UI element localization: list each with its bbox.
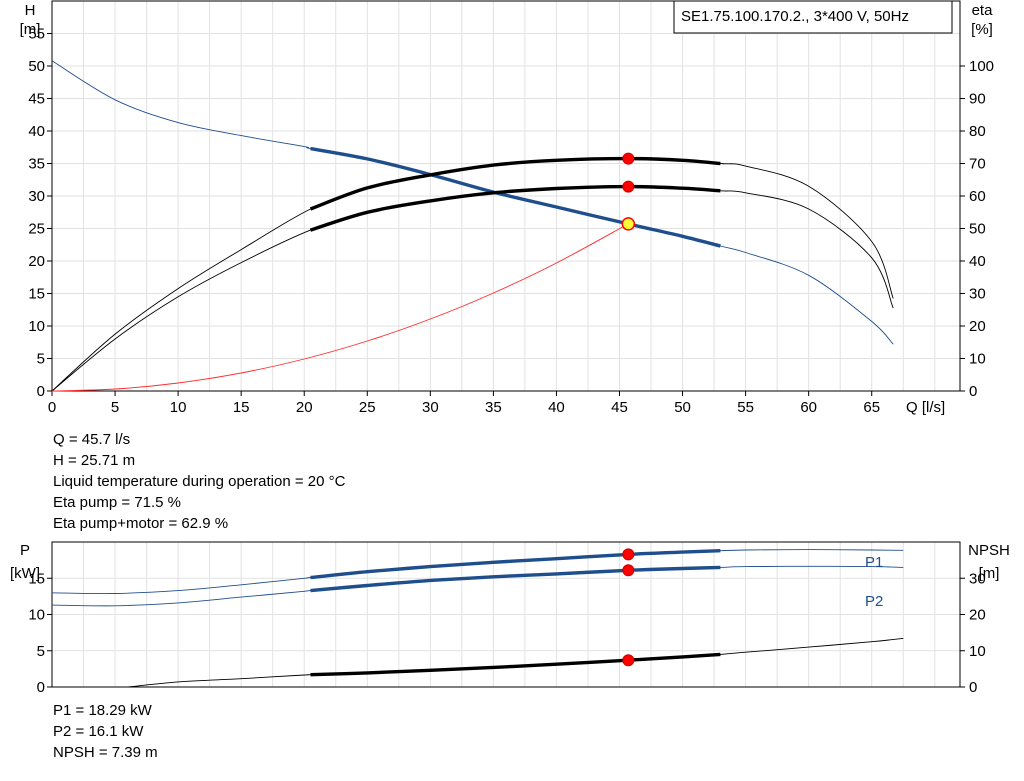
right-tick-label: 0: [969, 383, 977, 400]
left-tick-label: 40: [28, 123, 45, 140]
x-tick-label: 20: [296, 399, 313, 416]
info-p1: P1 = 18.29 kW: [53, 702, 152, 719]
series-operating-range: [310, 565, 721, 593]
right-tick-label: 100: [969, 58, 994, 75]
p1-operating-point: [622, 548, 635, 561]
series-system-curve: [51, 223, 629, 392]
right-tick-label: 80: [969, 123, 986, 140]
right-axis-ticks: 0 10 20 30 40 50 60 70 80 90 100: [960, 58, 994, 400]
left-tick-label: 5: [37, 351, 45, 368]
left-tick-label: 15: [28, 570, 45, 587]
right-axis-label: NPSH: [968, 542, 1010, 559]
right-tick-label: 10: [969, 351, 986, 368]
title-frame: [673, 0, 953, 34]
info-eta-pump: Eta pump = 71.5 %: [53, 494, 181, 511]
left-tick-label: 55: [28, 26, 45, 43]
right-tick-label: 20: [969, 318, 986, 335]
info-q: Q = 45.7 l/s: [53, 431, 131, 448]
left-tick-label: 45: [28, 91, 45, 108]
info-p2: P2 = 16.1 kW: [53, 723, 144, 740]
head-efficiency-chart: 0510152025303540455055010203040506070809…: [20, 0, 994, 416]
x-tick-label: 35: [485, 399, 502, 416]
right-tick-label: 60: [969, 188, 986, 205]
x-tick-label: 5: [111, 399, 119, 416]
info-liquid-temperature: Liquid temperature during operation = 20…: [53, 473, 346, 490]
right-axis-unit: [m]: [979, 565, 1000, 582]
series-p2: [51, 565, 904, 607]
duty-point-marker: [621, 217, 636, 231]
chart-title-box: SE1.75.100.170.2., 3*400 V, 50Hz: [673, 0, 953, 34]
series-operating-range: [309, 156, 721, 211]
series-label-p2: P2: [865, 593, 883, 610]
info-h: H = 25.71 m: [53, 452, 136, 469]
right-axis-ticks: 0 10 20 30: [960, 570, 986, 696]
x-tick-label: 45: [611, 399, 628, 416]
x-tick-label: 65: [863, 399, 880, 416]
right-tick-label: 10: [969, 643, 986, 660]
power-npsh-chart: 0 5 10 15 0 10 20 30 P [kW] NPSH [m] P1 P2: [10, 541, 1010, 696]
x-tick-label: 50: [674, 399, 691, 416]
series-operating-range: [310, 652, 721, 677]
series-line: [51, 223, 629, 392]
left-tick-label: 10: [28, 607, 45, 624]
x-tick-label: 40: [548, 399, 565, 416]
x-tick-label: 0: [48, 399, 56, 416]
series-eta-pump: [51, 156, 894, 392]
x-tick-label: 60: [800, 399, 817, 416]
right-tick-label: 20: [969, 607, 986, 624]
npsh-operating-point: [622, 654, 635, 667]
left-tick-label: 20: [28, 253, 45, 270]
x-tick-label: 15: [233, 399, 250, 416]
p2-operating-point: [622, 564, 635, 577]
eta-pump-motor-operating-point: [622, 180, 635, 193]
left-axis-ticks: 0 5 10 15: [28, 570, 52, 696]
operating-point-info: Q = 45.7 l/s H = 25.71 m Liquid temperat…: [53, 429, 345, 534]
right-tick-label: 70: [969, 156, 986, 173]
info-npsh: NPSH = 7.39 m: [53, 744, 158, 761]
right-axis-label: eta: [972, 2, 994, 19]
left-tick-label: 15: [28, 286, 45, 303]
series-line: [127, 637, 904, 688]
left-axis-ticks: 0 5 10 15 20 25 30 35 40 45 50 55: [28, 26, 52, 400]
x-tick-label: 25: [359, 399, 376, 416]
series-operating-range: [309, 184, 721, 232]
series-eta-pump-motor: [51, 184, 894, 392]
right-tick-label: 30: [969, 286, 986, 303]
x-axis-label: Q [l/s]: [906, 399, 945, 416]
left-tick-label: 10: [28, 318, 45, 335]
left-tick-label: 35: [28, 156, 45, 173]
x-tick-label: 55: [737, 399, 754, 416]
left-axis-label: P: [20, 542, 30, 559]
right-tick-label: 40: [969, 253, 986, 270]
right-tick-label: 0: [969, 679, 977, 696]
info-eta-pump-motor: Eta pump+motor = 62.9 %: [53, 515, 229, 532]
left-tick-label: 0: [37, 679, 45, 696]
power-info: P1 = 18.29 kW P2 = 16.1 kW NPSH = 7.39 m: [53, 700, 158, 763]
x-axis-ticks: 0 5 10 15 20 25 30 35 40 45 50 55 60 65: [48, 391, 880, 416]
left-tick-label: 30: [28, 188, 45, 205]
series-line: [51, 565, 904, 607]
x-tick-label: 30: [422, 399, 439, 416]
x-tick-label: 10: [170, 399, 187, 416]
right-tick-label: 50: [969, 221, 986, 238]
series-operating-range: [310, 146, 721, 248]
series-npsh: [127, 637, 904, 688]
left-tick-label: 25: [28, 221, 45, 238]
right-tick-label: 90: [969, 91, 986, 108]
series-line: [51, 549, 904, 595]
series-p1: [51, 549, 904, 595]
series-label-p1: P1: [865, 554, 883, 571]
right-tick-label: 30: [969, 570, 986, 587]
chart-title: SE1.75.100.170.2., 3*400 V, 50Hz: [681, 8, 909, 25]
right-axis-unit: [%]: [971, 21, 993, 38]
left-axis-unit: [m]: [20, 21, 41, 38]
left-tick-label: 50: [28, 58, 45, 75]
left-tick-label: 0: [37, 383, 45, 400]
eta-pump-operating-point: [622, 152, 635, 165]
left-tick-label: 5: [37, 643, 45, 660]
left-axis-unit: [kW]: [10, 565, 40, 582]
left-axis-label: H: [25, 2, 36, 19]
series-operating-range: [310, 549, 721, 580]
